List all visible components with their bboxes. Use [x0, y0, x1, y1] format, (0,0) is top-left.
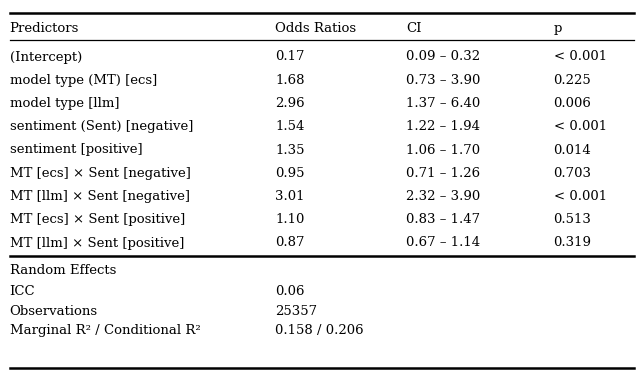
Text: Observations: Observations	[10, 304, 98, 318]
Text: 0.73 – 3.90: 0.73 – 3.90	[406, 74, 481, 87]
Text: MT [ecs] × Sent [negative]: MT [ecs] × Sent [negative]	[10, 167, 191, 180]
Text: < 0.001: < 0.001	[554, 51, 607, 63]
Text: 0.83 – 1.47: 0.83 – 1.47	[406, 213, 481, 226]
Text: 1.35: 1.35	[275, 144, 305, 156]
Text: MT [ecs] × Sent [positive]: MT [ecs] × Sent [positive]	[10, 213, 185, 226]
Text: 1.22 – 1.94: 1.22 – 1.94	[406, 120, 481, 133]
Text: 0.158 / 0.206: 0.158 / 0.206	[275, 324, 364, 338]
Text: 0.006: 0.006	[554, 97, 591, 110]
Text: 2.96: 2.96	[275, 97, 305, 110]
Text: 0.09 – 0.32: 0.09 – 0.32	[406, 51, 481, 63]
Text: Odds Ratios: Odds Ratios	[275, 22, 356, 34]
Text: Random Effects: Random Effects	[10, 264, 116, 278]
Text: (Intercept): (Intercept)	[10, 51, 82, 63]
Text: 0.17: 0.17	[275, 51, 305, 63]
Text: 1.54: 1.54	[275, 120, 305, 133]
Text: Marginal R² / Conditional R²: Marginal R² / Conditional R²	[10, 324, 200, 338]
Text: ICC: ICC	[10, 285, 35, 298]
Text: model type [llm]: model type [llm]	[10, 97, 119, 110]
Text: 3.01: 3.01	[275, 190, 305, 203]
Text: 1.10: 1.10	[275, 213, 305, 226]
Text: 1.06 – 1.70: 1.06 – 1.70	[406, 144, 481, 156]
Text: < 0.001: < 0.001	[554, 120, 607, 133]
Text: model type (MT) [ecs]: model type (MT) [ecs]	[10, 74, 157, 87]
Text: 0.71 – 1.26: 0.71 – 1.26	[406, 167, 481, 180]
Text: 2.32 – 3.90: 2.32 – 3.90	[406, 190, 481, 203]
Text: p: p	[554, 22, 562, 34]
Text: Predictors: Predictors	[10, 22, 79, 34]
Text: sentiment [positive]: sentiment [positive]	[10, 144, 142, 156]
Text: sentiment (Sent) [negative]: sentiment (Sent) [negative]	[10, 120, 193, 133]
Text: 0.06: 0.06	[275, 285, 305, 298]
Text: 0.95: 0.95	[275, 167, 305, 180]
Text: 25357: 25357	[275, 304, 317, 318]
Text: 1.68: 1.68	[275, 74, 305, 87]
Text: 0.014: 0.014	[554, 144, 591, 156]
Text: MT [llm] × Sent [negative]: MT [llm] × Sent [negative]	[10, 190, 189, 203]
Text: MT [llm] × Sent [positive]: MT [llm] × Sent [positive]	[10, 237, 184, 249]
Text: 0.703: 0.703	[554, 167, 591, 180]
Text: 0.67 – 1.14: 0.67 – 1.14	[406, 237, 481, 249]
Text: 0.87: 0.87	[275, 237, 305, 249]
Text: 0.319: 0.319	[554, 237, 591, 249]
Text: 0.225: 0.225	[554, 74, 591, 87]
Text: 1.37 – 6.40: 1.37 – 6.40	[406, 97, 481, 110]
Text: < 0.001: < 0.001	[554, 190, 607, 203]
Text: 0.513: 0.513	[554, 213, 591, 226]
Text: CI: CI	[406, 22, 422, 34]
